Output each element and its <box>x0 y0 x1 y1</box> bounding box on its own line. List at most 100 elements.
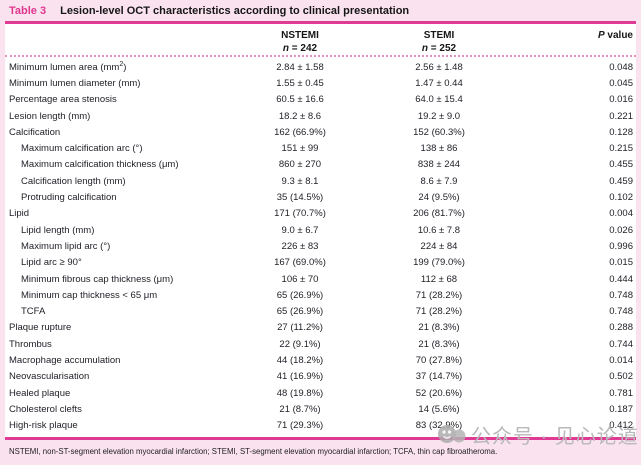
p-value: 0.412 <box>609 420 633 432</box>
p-value: 0.748 <box>609 306 633 318</box>
stemi-value: 64.0 ± 15.4 <box>415 94 463 106</box>
nstemi-value: 65 (26.9%) <box>276 289 324 301</box>
nstemi-value: 27 (11.2%) <box>277 322 323 334</box>
row-label: Minimum cap thickness < 65 μm <box>21 289 158 301</box>
p-value: 0.102 <box>609 192 633 204</box>
stemi-value: 21 (8.3%) <box>418 322 460 334</box>
stemi-value: 138 ± 86 <box>420 143 458 155</box>
p-value: 0.781 <box>609 387 633 399</box>
nstemi-value: 9.3 ± 8.1 <box>281 175 319 187</box>
table-row: Maximum calcification arc (°) 151 ± 99 138… <box>5 140 636 156</box>
stemi-count: n = 252 <box>421 43 457 54</box>
nstemi-value: 1.55 ± 0.45 <box>276 77 324 89</box>
nstemi-value: 41 (16.9%) <box>276 371 324 383</box>
p-value: 0.459 <box>609 175 633 187</box>
header-col-pvalue: P value <box>597 30 633 41</box>
stemi-value: 199 (79.0%) <box>413 257 465 269</box>
table-row: TCFA 65 (26.9%) 71 (28.2%) 0.748 <box>5 303 636 319</box>
table-header-row: NSTEMI n = 242 STEMI n = 252 P value <box>5 24 636 57</box>
table-row: Calcification length (mm) 9.3 ± 8.1 8.6 ± … <box>5 173 636 189</box>
row-label: Lipid arc ≥ 90° <box>21 257 82 269</box>
table-row: Calcification 162 (66.9%) 152 (60.3%) 0.128 <box>5 124 636 140</box>
p-value: 0.026 <box>609 224 633 236</box>
table-row: Thrombus 22 (9.1%) 21 (8.3%) 0.744 <box>5 336 636 352</box>
table-row: Cholesterol clefts 21 (8.7%) 14 (5.6%) 0.18… <box>5 401 636 417</box>
table-row: Protruding calcification 35 (14.5%) 24 (9.… <box>5 189 636 205</box>
table-row: Maximum lipid arc (°) 226 ± 83 224 ± 84 0.9… <box>5 238 636 254</box>
nstemi-value: 22 (9.1%) <box>279 338 321 350</box>
nstemi-value: 71 (29.3%) <box>276 420 324 432</box>
nstemi-value: 106 ± 70 <box>281 273 319 285</box>
stemi-value: 21 (8.3%) <box>418 338 460 350</box>
nstemi-value: 162 (66.9%) <box>274 126 326 138</box>
row-label: Lipid <box>9 208 30 220</box>
stemi-value: 24 (9.5%) <box>418 192 460 204</box>
row-label: Calcification length (mm) <box>21 175 126 187</box>
p-value: 0.221 <box>609 110 633 122</box>
table-row: Minimum lumen diameter (mm) 1.55 ± 0.45 1.… <box>5 75 636 91</box>
nstemi-count: n = 242 <box>282 43 318 54</box>
table-row: Lipid 171 (70.7%) 206 (81.7%) 0.004 <box>5 206 636 222</box>
p-value: 0.016 <box>609 94 633 106</box>
stemi-value: 70 (27.8%) <box>415 354 463 366</box>
table-title: Lesion-level OCT characteristics accordi… <box>60 5 410 17</box>
table-row: Maximum calcification thickness (μm) 860 … <box>5 157 636 173</box>
stemi-value: 152 (60.3%) <box>413 126 465 138</box>
p-value: 0.444 <box>609 273 633 285</box>
row-label: High-risk plaque <box>9 420 78 432</box>
table-row: Healed plaque 48 (19.8%) 52 (20.6%) 0.781 <box>5 385 636 401</box>
stemi-value: 2.56 ± 1.48 <box>415 61 463 73</box>
row-label: Plaque rupture <box>9 322 72 334</box>
stemi-value: 10.6 ± 7.8 <box>417 224 461 236</box>
stemi-value: 37 (14.7%) <box>415 371 463 383</box>
stemi-value: 224 ± 84 <box>420 240 458 252</box>
p-value: 0.048 <box>609 61 633 73</box>
table-panel: NSTEMI n = 242 STEMI n = 252 P value Min… <box>5 24 636 437</box>
row-label: Calcification <box>9 126 61 138</box>
p-value: 0.015 <box>609 257 633 269</box>
nstemi-value: 35 (14.5%) <box>276 192 324 204</box>
row-label: Thrombus <box>9 338 52 350</box>
nstemi-value: 60.5 ± 16.6 <box>276 94 324 106</box>
table-row: Macrophage accumulation 44 (18.2%) 70 (27.… <box>5 352 636 368</box>
p-value: 0.455 <box>609 159 633 171</box>
p-value: 0.004 <box>609 208 633 220</box>
row-label: Maximum calcification arc (°) <box>21 143 143 155</box>
top-rule <box>5 21 636 24</box>
row-label: Percentage area stenosis <box>9 94 117 106</box>
stemi-value: 83 (32.9%) <box>415 420 463 432</box>
table-number-tag: Table 3 <box>9 5 47 17</box>
p-value: 0.288 <box>609 322 633 334</box>
row-label: Lipid length (mm) <box>21 224 95 236</box>
row-label: Minimum lumen diameter (mm) <box>9 77 141 89</box>
table-footnote: NSTEMI, non-ST-segment elevation myocard… <box>9 447 498 456</box>
stemi-value: 52 (20.6%) <box>415 387 463 399</box>
table-caption: Table 3 Lesion-level OCT characteristics … <box>9 5 409 17</box>
table-row: Neovascularisation 41 (16.9%) 37 (14.7%) 0.… <box>5 369 636 385</box>
row-label: Minimum lumen area (mm2) <box>9 60 127 73</box>
row-label: TCFA <box>21 306 46 318</box>
nstemi-value: 65 (26.9%) <box>276 306 324 318</box>
nstemi-value: 167 (69.0%) <box>274 257 326 269</box>
stemi-value: 19.2 ± 9.0 <box>417 110 461 122</box>
nstemi-value: 48 (19.8%) <box>276 387 324 399</box>
row-label: Protruding calcification <box>21 192 117 204</box>
p-value: 0.128 <box>609 126 633 138</box>
nstemi-value: 18.2 ± 8.6 <box>278 110 322 122</box>
header-spacer <box>5 29 239 55</box>
row-label: Maximum lipid arc (°) <box>21 240 111 252</box>
header-col-nstemi: NSTEMI n = 242 <box>239 29 361 55</box>
row-label: Neovascularisation <box>9 371 90 383</box>
row-label: Healed plaque <box>9 387 71 399</box>
nstemi-value: 21 (8.7%) <box>279 403 321 415</box>
table-body: Minimum lumen area (mm2) 2.84 ± 1.58 2.56 … <box>5 57 636 434</box>
row-label: Maximum calcification thickness (μm) <box>21 159 179 171</box>
table-row: Minimum lumen area (mm2) 2.84 ± 1.58 2.56 … <box>5 59 636 75</box>
stemi-value: 1.47 ± 0.44 <box>415 77 463 89</box>
nstemi-value: 44 (18.2%) <box>276 354 324 366</box>
stemi-value: 71 (28.2%) <box>415 289 463 301</box>
nstemi-value: 860 ± 270 <box>278 159 322 171</box>
p-value: 0.744 <box>609 338 633 350</box>
nstemi-value: 226 ± 83 <box>281 240 319 252</box>
row-label: Macrophage accumulation <box>9 354 121 366</box>
